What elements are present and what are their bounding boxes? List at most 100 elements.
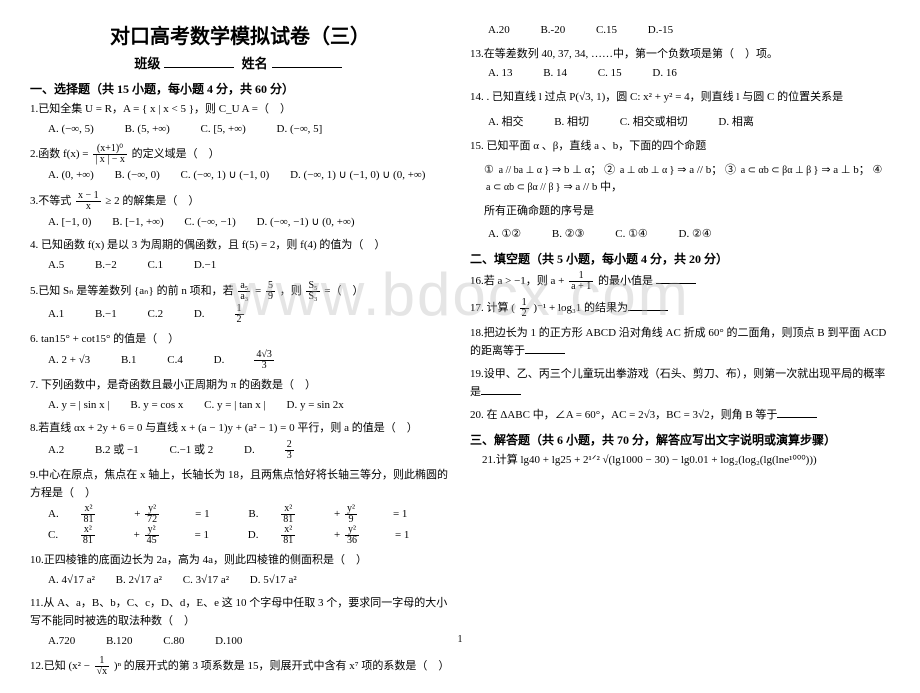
q5-f3d: S₃ bbox=[306, 292, 319, 302]
q2-c: C. (−∞, 1) ∪ (−1, 0) bbox=[181, 167, 270, 185]
q15-c: C. ①④ bbox=[615, 226, 648, 244]
q15p4c: α // β bbox=[533, 182, 554, 193]
q2-d: D. (−∞, 1) ∪ (−1, 0) ∪ (0, +∞) bbox=[290, 167, 425, 185]
q5-f1d: a₃ bbox=[238, 292, 250, 302]
q4-b: B.−2 bbox=[95, 257, 117, 275]
q10: 10.正四棱锥的底面边长为 2a，高为 4a，则此四棱锥的侧面积是（ ） A. … bbox=[30, 552, 450, 589]
q12-tail: )ⁿ 的展开式的第 3 项系数是 15，则展开式中含有 x⁷ 项的系数是（ ） bbox=[114, 660, 449, 672]
q15p1b: a ⊥ α bbox=[519, 165, 542, 176]
q7-opts: A. y = | sin x | B. y = cos x C. y = | t… bbox=[30, 397, 450, 415]
q3-b: B. [−1, +∞) bbox=[112, 214, 163, 232]
section-3-head: 三、解答题（共 6 小题，共 70 分，解答应写出文字说明或演算步骤） bbox=[470, 431, 890, 448]
q1-b: B. (5, +∞) bbox=[125, 121, 170, 139]
q13: 13.在等差数列 40, 37, 34, ……中，第一个负数项是第（ ）项。 A… bbox=[470, 46, 890, 83]
q11-a: A.720 bbox=[48, 633, 75, 651]
q7: 7. 下列函数中，是奇函数且最小正周期为 π 的函数是（ ） A. y = | … bbox=[30, 377, 450, 414]
q3-d: D. (−∞, −1) ∪ (0, +∞) bbox=[257, 214, 355, 232]
q5-f1: a₅a₃ bbox=[238, 281, 250, 302]
q9a-eq: = 1 bbox=[195, 506, 209, 524]
q9c-eq: = 1 bbox=[195, 527, 209, 545]
q15-tail: 所有正确命题的序号是 bbox=[470, 203, 890, 221]
q8-text: 8.若直线 αx + 2y + 6 = 0 与直线 x + (a − 1)y +… bbox=[30, 422, 418, 434]
q19-blank bbox=[481, 394, 521, 395]
q12-c: C.15 bbox=[596, 22, 617, 40]
q15-a: A. ①② bbox=[488, 226, 521, 244]
q6-opts: A. 2 + √3 B.1 C.4 D. 4√33 bbox=[30, 350, 450, 371]
q15p1a: a // b bbox=[499, 165, 519, 176]
q14-a: A. 相交 bbox=[488, 114, 523, 132]
q15-n2: ② bbox=[604, 164, 615, 176]
q9-c: C. x²81 + y²45 = 1 bbox=[48, 525, 227, 546]
q4: 4. 已知函数 f(x) 是以 3 为周期的偶函数，且 f(5) = 2，则 f… bbox=[30, 237, 450, 274]
q5-d: D. 12 bbox=[194, 304, 300, 325]
q9a-f2: y²72 bbox=[145, 504, 177, 525]
q19: 19.设甲、乙、丙三个儿童玩出拳游戏（石头、剪刀、布），则第一次就出现平局的概率… bbox=[470, 366, 890, 401]
q9d1d: 81 bbox=[281, 536, 295, 546]
q1-c: C. [5, +∞) bbox=[201, 121, 246, 139]
q8-c: C.−1 或 2 bbox=[170, 442, 214, 460]
q15-b: B. ②③ bbox=[552, 226, 585, 244]
q11-d: D.100 bbox=[215, 633, 242, 651]
q13-c: C. 15 bbox=[598, 65, 622, 83]
q2-frac-d: | x | − x bbox=[93, 155, 127, 165]
q20-blank bbox=[777, 417, 817, 418]
q2: 2.函数 f(x) = (x+1)⁰ | x | − x 的定义域是（ ） A.… bbox=[30, 144, 450, 185]
q6-text: 6. tan15° + cot15° 的值是（ ） bbox=[30, 333, 179, 345]
q5-c: C.2 bbox=[148, 306, 164, 324]
q9d2d: 36 bbox=[345, 536, 359, 546]
q15-p1: a // ba ⊥ α bbox=[499, 165, 542, 176]
q9d-pre: D. bbox=[248, 527, 259, 545]
q10-text: 10.正四棱锥的底面边长为 2a，高为 4a，则此四棱锥的侧面积是（ ） bbox=[30, 554, 367, 566]
q5-f1n: a₅ bbox=[238, 281, 250, 292]
q5: 5.已知 Sₙ 是等差数列 {aₙ} 的前 n 项和，若 a₅a₃ = 59 ，… bbox=[30, 281, 450, 325]
q11-text: 11.从 A、a，B、b，C、c，D、d，E、e 这 10 个字母中任取 3 个… bbox=[30, 597, 447, 627]
q13-a: A. 13 bbox=[488, 65, 512, 83]
q5-f3n: S₅ bbox=[306, 281, 319, 292]
q8-opts: A.2 B.2 或 −1 C.−1 或 2 D. 23 bbox=[30, 440, 450, 461]
q9a-f1: x²81 bbox=[81, 504, 113, 525]
q14-b: B. 相切 bbox=[554, 114, 589, 132]
q16: 16.若 a > −1，则 a + 1a + 1 的最小值是 bbox=[470, 271, 890, 292]
name-blank bbox=[272, 67, 342, 68]
name-label: 姓名 bbox=[242, 56, 268, 71]
q4-text: 4. 已知函数 f(x) 是以 3 为周期的偶函数，且 f(5) = 2，则 f… bbox=[30, 239, 385, 251]
q6-d-pre: D. bbox=[214, 352, 225, 370]
q15-p2r: ⇒ a // b； bbox=[677, 164, 722, 176]
q9c-pre: C. bbox=[48, 527, 58, 545]
q15-opts: A. ①② B. ②③ C. ①④ D. ②④ bbox=[470, 226, 890, 244]
q3-a: A. [−1, 0) bbox=[48, 214, 91, 232]
q5-b: B.−1 bbox=[95, 306, 117, 324]
q12-opts: A.20 B.-20 C.15 D.-15 bbox=[470, 22, 890, 40]
q15-n3: ③ bbox=[725, 164, 736, 176]
q8: 8.若直线 αx + 2y + 6 = 0 与直线 x + (a − 1)y +… bbox=[30, 420, 450, 461]
class-blank bbox=[164, 67, 234, 68]
class-label: 班级 bbox=[134, 56, 160, 71]
q17-frac: 12 bbox=[520, 298, 529, 319]
q8dd: 3 bbox=[285, 451, 294, 461]
q10-c: C. 3√17 a² bbox=[183, 572, 229, 590]
q17d: 2 bbox=[520, 309, 529, 319]
q16-text: 16.若 a > −1，则 a + bbox=[470, 275, 567, 287]
q12: 12.已知 (x² − 1√x )ⁿ 的展开式的第 3 项系数是 15，则展开式… bbox=[30, 656, 450, 677]
q18-blank bbox=[525, 353, 565, 354]
q15p3c: α ⊥ β bbox=[787, 165, 811, 176]
q11-c: C.80 bbox=[163, 633, 184, 651]
q19-text: 19.设甲、乙、丙三个儿童玩出拳游戏（石头、剪刀、布），则第一次就出现平局的概率… bbox=[470, 368, 885, 398]
q7-text: 7. 下列函数中，是奇函数且最小正周期为 π 的函数是（ ） bbox=[30, 379, 316, 391]
q12-b: B.-20 bbox=[540, 22, 565, 40]
q5-f3: S₅S₃ bbox=[306, 281, 319, 302]
q1: 1.已知全集 U = R，A = { x | x < 5 }，则 C_U A =… bbox=[30, 101, 450, 138]
q15-n4: ④ bbox=[873, 164, 883, 176]
q6-d: D. 4√33 bbox=[214, 350, 330, 371]
q20-text: 20. 在 ΔABC 中，∠A = 60°，AC = 2√3，BC = 3√2，… bbox=[470, 409, 777, 421]
q5-d-pre: D. bbox=[194, 306, 205, 324]
q6-b: B.1 bbox=[121, 352, 137, 370]
q5-opts: A.1 B.−1 C.2 D. 12 bbox=[30, 304, 450, 325]
q15p4b: b ⊂ β bbox=[509, 182, 532, 193]
q10-d: D. 5√17 a² bbox=[250, 572, 297, 590]
q6-c: C.4 bbox=[167, 352, 183, 370]
q15p4a: a ⊂ α bbox=[486, 182, 509, 193]
page: 对口高考数学模拟试卷（三） 班级 姓名 一、选择题（共 15 小题，每小题 4 … bbox=[0, 0, 920, 693]
q9c1d: 81 bbox=[81, 536, 95, 546]
q1-text: 1.已知全集 U = R，A = { x | x < 5 }，则 C_U A =… bbox=[30, 103, 291, 115]
